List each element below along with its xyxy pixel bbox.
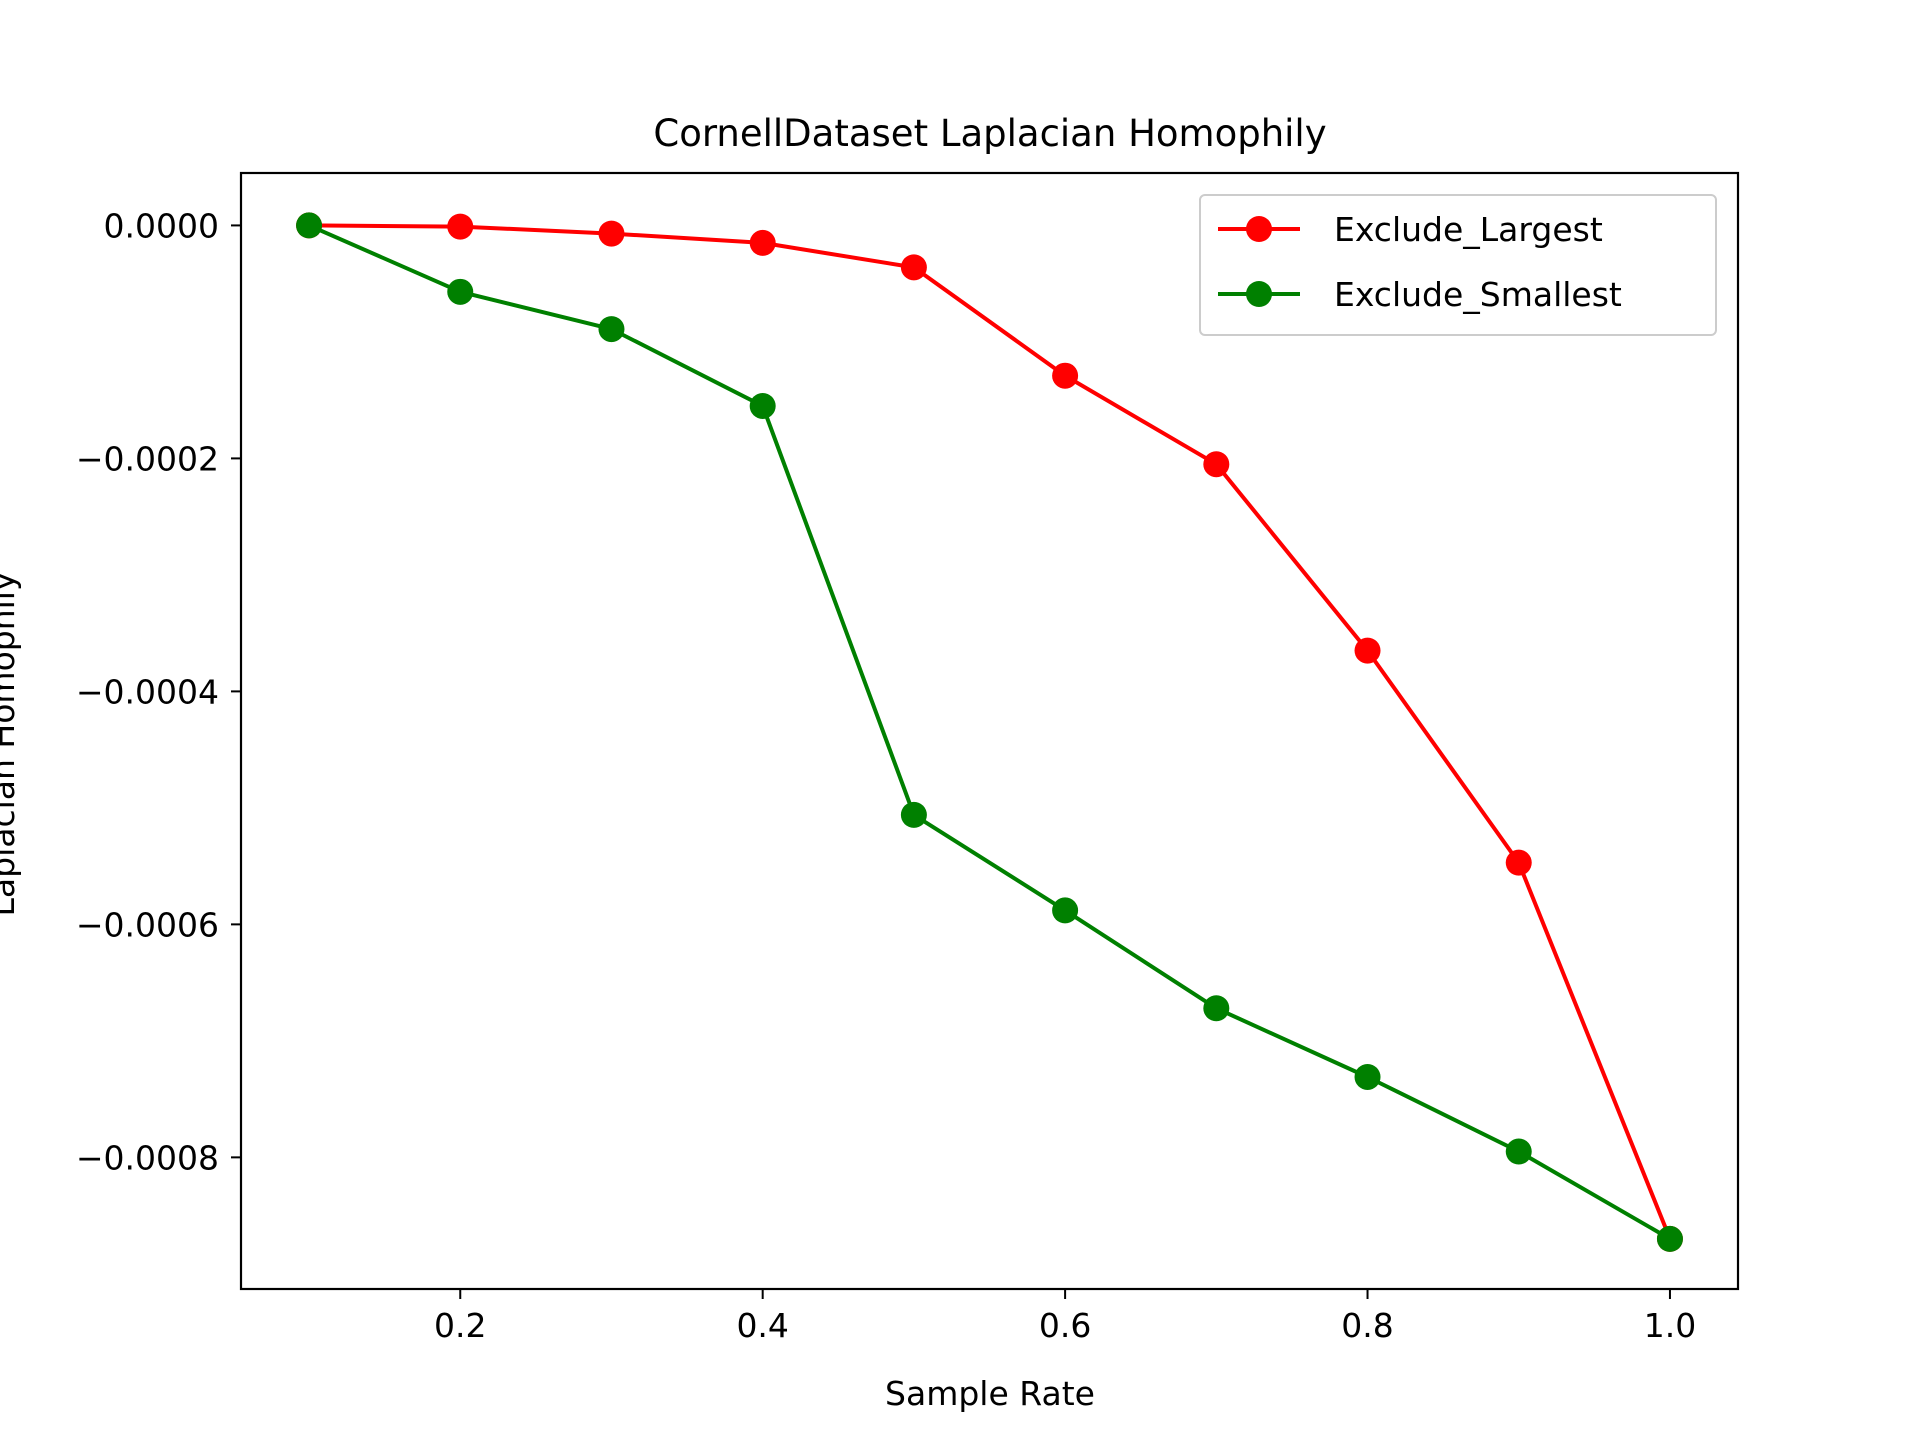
data-point-exclude-largest bbox=[447, 213, 474, 240]
legend-swatch-marker-exclude-largest bbox=[1246, 216, 1272, 242]
y-tick-label: 0.0000 bbox=[104, 206, 219, 245]
data-point-exclude-smallest bbox=[900, 801, 927, 828]
data-point-exclude-smallest bbox=[749, 392, 776, 419]
y-tick-label: −0.0002 bbox=[76, 439, 219, 478]
data-point-exclude-smallest bbox=[1656, 1225, 1683, 1252]
data-point-exclude-largest bbox=[598, 220, 625, 247]
legend-box bbox=[1199, 194, 1717, 336]
y-tick-label: −0.0008 bbox=[76, 1138, 219, 1177]
data-point-exclude-smallest bbox=[1354, 1063, 1381, 1090]
data-point-exclude-smallest bbox=[1203, 995, 1230, 1022]
data-point-exclude-largest bbox=[1203, 451, 1230, 478]
data-point-exclude-largest bbox=[1354, 637, 1381, 664]
data-point-exclude-largest bbox=[749, 229, 776, 256]
data-point-exclude-smallest bbox=[296, 212, 323, 239]
data-point-exclude-smallest bbox=[447, 278, 474, 305]
y-axis-ticks: 0.0000 −0.0002 −0.0004 −0.0006 −0.0008 bbox=[76, 206, 241, 1177]
x-tick-label: 0.4 bbox=[736, 1306, 788, 1345]
plot-series bbox=[296, 212, 1683, 1252]
data-point-exclude-largest bbox=[900, 254, 927, 281]
x-axis-label: Sample Rate bbox=[885, 1374, 1095, 1413]
data-point-exclude-smallest bbox=[1052, 897, 1079, 924]
x-tick-label: 0.8 bbox=[1341, 1306, 1393, 1345]
data-point-exclude-largest bbox=[1505, 849, 1532, 876]
series-line-exclude-largest bbox=[308, 223, 1672, 1240]
y-axis-label: Laplacian Homophily bbox=[0, 572, 22, 917]
legend-swatch-marker-exclude-smallest bbox=[1246, 281, 1272, 307]
legend-label-exclude-smallest: Exclude_Smallest bbox=[1334, 275, 1622, 314]
chart-title: CornellDataset Laplacian Homophily bbox=[653, 112, 1326, 155]
x-axis-ticks: 0.2 0.4 0.6 0.8 1.0 bbox=[434, 1289, 1696, 1345]
data-point-exclude-largest bbox=[1052, 362, 1079, 389]
y-tick-label: −0.0004 bbox=[76, 672, 219, 711]
plot-area-frame bbox=[239, 171, 1740, 1291]
x-tick-label: 1.0 bbox=[1644, 1306, 1696, 1345]
data-point-exclude-smallest bbox=[598, 316, 625, 343]
x-tick-label: 0.6 bbox=[1039, 1306, 1091, 1345]
legend-label-exclude-largest: Exclude_Largest bbox=[1334, 210, 1603, 249]
x-tick-label: 0.2 bbox=[434, 1306, 486, 1345]
series-line-exclude-smallest bbox=[308, 223, 1672, 1241]
legend: Exclude_Largest Exclude_Smallest bbox=[1199, 194, 1717, 336]
y-tick-label: −0.0006 bbox=[76, 905, 219, 944]
data-point-exclude-smallest bbox=[1505, 1138, 1532, 1165]
